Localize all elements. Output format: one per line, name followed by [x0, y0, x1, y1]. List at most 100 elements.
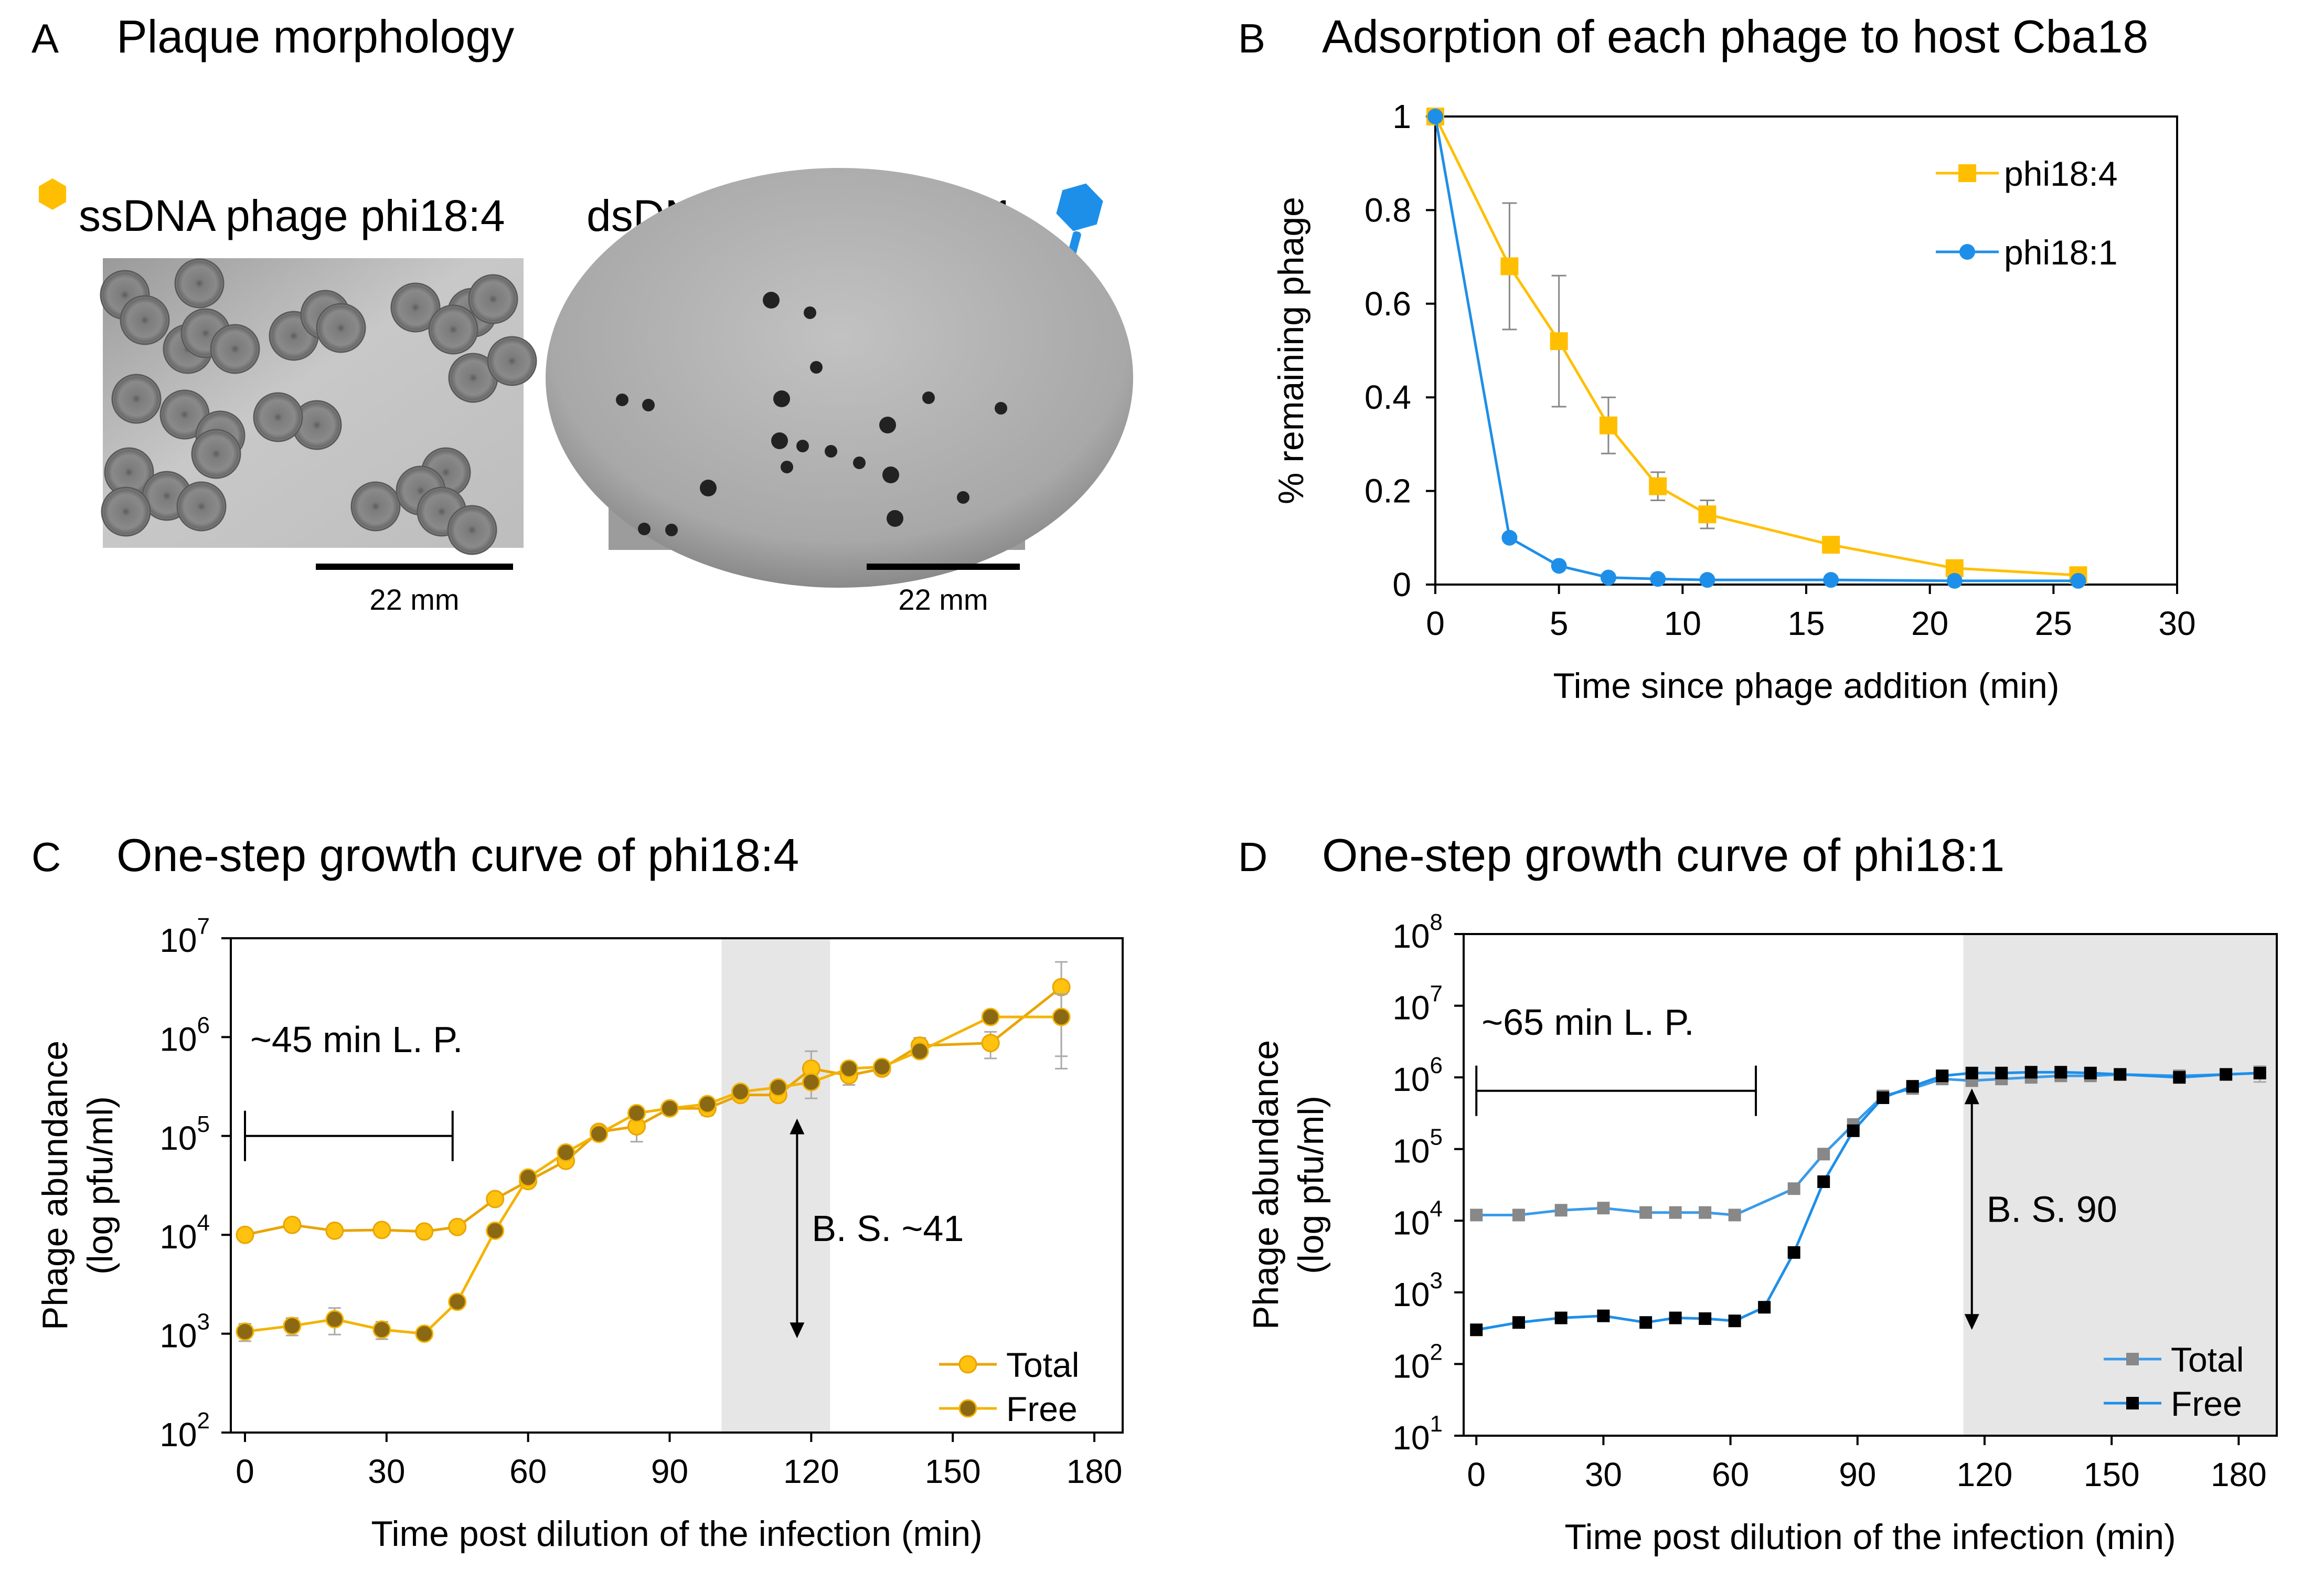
- x-tick-label: 30: [1585, 1456, 1622, 1493]
- y-tick-label: 102: [159, 1408, 210, 1454]
- point-free: [283, 1317, 302, 1335]
- panel-b-title: Adsorption of each phage to host Cba18: [1322, 10, 2148, 62]
- y-tick-label-b: 0.4: [1364, 378, 1411, 416]
- point-free: [415, 1324, 434, 1343]
- point-free: [731, 1083, 750, 1101]
- panel-b-letter: B: [1238, 15, 1265, 61]
- panel-a-title: Plaque morphology: [116, 10, 514, 62]
- chart-d: 0 30 60 90 120 150 180 101 102 103 104 105 106 107 108…: [1246, 909, 2278, 1557]
- point-phi18:1: [1427, 109, 1443, 124]
- point-phi18:1: [1650, 571, 1666, 587]
- point-free: [2024, 1066, 2038, 1079]
- point-total: [1470, 1208, 1483, 1222]
- scale-label-left: 22 mm: [369, 583, 459, 616]
- point-total: [283, 1215, 302, 1234]
- point-total: [325, 1221, 344, 1240]
- x-axis-label: Time post dilution of the infection (min…: [1564, 1517, 2176, 1557]
- legend-marker-phi18:4: [1958, 164, 1976, 182]
- point-free: [236, 1322, 254, 1341]
- point-phi18:4: [1698, 505, 1717, 524]
- series-line-phi18:1: [1434, 116, 2078, 582]
- y-tick-label: 103: [159, 1309, 210, 1355]
- burst-shade: [721, 938, 830, 1433]
- y-tick-label-b: 0: [1392, 566, 1411, 603]
- legend-marker-phi18:1: [1959, 244, 1975, 260]
- point-free: [2054, 1066, 2067, 1079]
- burst-arrow-head-up: [790, 1118, 805, 1134]
- point-free: [1639, 1316, 1653, 1329]
- y-tick-label: 106: [159, 1012, 210, 1058]
- point-total: [1787, 1182, 1800, 1195]
- panel-a: A Plaque morphology ssDNA phage phi18:4 …: [31, 10, 1133, 616]
- point-total: [1669, 1206, 1682, 1219]
- point-free: [839, 1059, 858, 1078]
- legend-label-total: Total: [1006, 1345, 1079, 1384]
- point-free: [2220, 1068, 2233, 1081]
- x-tick-label: 180: [2211, 1456, 2267, 1493]
- y-tick-label: 105: [159, 1111, 210, 1157]
- panel-c-letter: C: [31, 834, 61, 880]
- y-axis-label-line2: (log pfu/ml): [1291, 1096, 1331, 1274]
- point-total: [486, 1190, 505, 1208]
- point-phi18:4: [1649, 477, 1667, 495]
- point-free: [519, 1168, 538, 1187]
- chart-b: 0 5 10 15 20 25 30 0 0.2 0.4 0.6 0.8 1 Time since pha…: [1271, 98, 2196, 706]
- point-free: [557, 1143, 575, 1162]
- chart-c: 0 30 60 90 120 150 180 102 103 104 105 106 107 Time p…: [35, 914, 1124, 1554]
- plot-frame: [1463, 933, 2278, 1437]
- point-total: [1597, 1202, 1610, 1215]
- x-tick-label: 0: [236, 1452, 254, 1490]
- x-tick-label: 30: [368, 1452, 405, 1490]
- scale-bar-left: [316, 564, 513, 570]
- latent-period-label: ~65 min L. P.: [1481, 1002, 1694, 1043]
- panel-a-left-label: ssDNA phage phi18:4: [79, 191, 505, 240]
- x-tick-label: 150: [925, 1452, 981, 1490]
- y-tick-label: 107: [1392, 981, 1443, 1027]
- panel-d-title: One-step growth curve of phi18:1: [1322, 829, 2005, 881]
- burst-arrow-head-down: [1964, 1314, 1979, 1330]
- x-axis-label-b: Time since phage addition (min): [1553, 666, 2059, 706]
- y-tick-label: 104: [1392, 1196, 1443, 1242]
- x-tick-label: 90: [651, 1452, 688, 1490]
- panel-a-letter: A: [31, 15, 59, 61]
- x-tick-label-b: 20: [1911, 605, 1948, 642]
- x-tick-label-b: 10: [1664, 605, 1701, 642]
- point-total: [1554, 1204, 1568, 1217]
- y-tick-label: 104: [159, 1210, 210, 1256]
- y-tick-label: 101: [1392, 1411, 1443, 1457]
- point-free: [486, 1221, 505, 1240]
- point-free: [2114, 1068, 2127, 1081]
- panel-d-letter: D: [1238, 834, 1267, 880]
- panel-c: C One-step growth curve of phi18:4 0 30 60…: [31, 829, 1124, 1554]
- point-free: [1669, 1311, 1682, 1324]
- point-free: [802, 1073, 820, 1091]
- burst-size-label: B. S. 90: [1987, 1189, 2117, 1229]
- x-tick-label-b: 15: [1787, 605, 1825, 642]
- plaque-photo-dsdna: [546, 168, 1133, 588]
- burst-arrow-head-down: [790, 1322, 805, 1339]
- point-free: [1877, 1091, 1890, 1104]
- point-free: [872, 1057, 891, 1076]
- legend-label-total: Total: [2171, 1340, 2244, 1379]
- x-tick-label-b: 30: [2158, 605, 2195, 642]
- y-axis-label-b: % remaining phage: [1271, 197, 1311, 504]
- panel-b: B Adsorption of each phage to host Cba18…: [1238, 10, 2196, 706]
- x-tick-label: 90: [1839, 1456, 1876, 1493]
- point-free: [1847, 1124, 1860, 1137]
- y-tick-label: 108: [1392, 909, 1443, 955]
- point-free: [769, 1078, 787, 1097]
- y-tick-label-b: 0.8: [1364, 191, 1411, 229]
- panel-c-title: One-step growth curve of phi18:4: [116, 829, 799, 881]
- series-line-free: [244, 1015, 1062, 1335]
- point-free: [627, 1104, 646, 1122]
- point-free: [910, 1042, 929, 1061]
- point-phi18:4: [1500, 257, 1519, 275]
- y-tick-label-b: 0.6: [1364, 285, 1411, 323]
- legend-label-free: Free: [1006, 1390, 1078, 1428]
- y-axis-label-line2: (log pfu/ml): [80, 1096, 120, 1275]
- point-free: [1728, 1314, 1741, 1328]
- point-total: [236, 1225, 254, 1244]
- point-total: [372, 1221, 391, 1239]
- point-phi18:4: [1599, 416, 1617, 434]
